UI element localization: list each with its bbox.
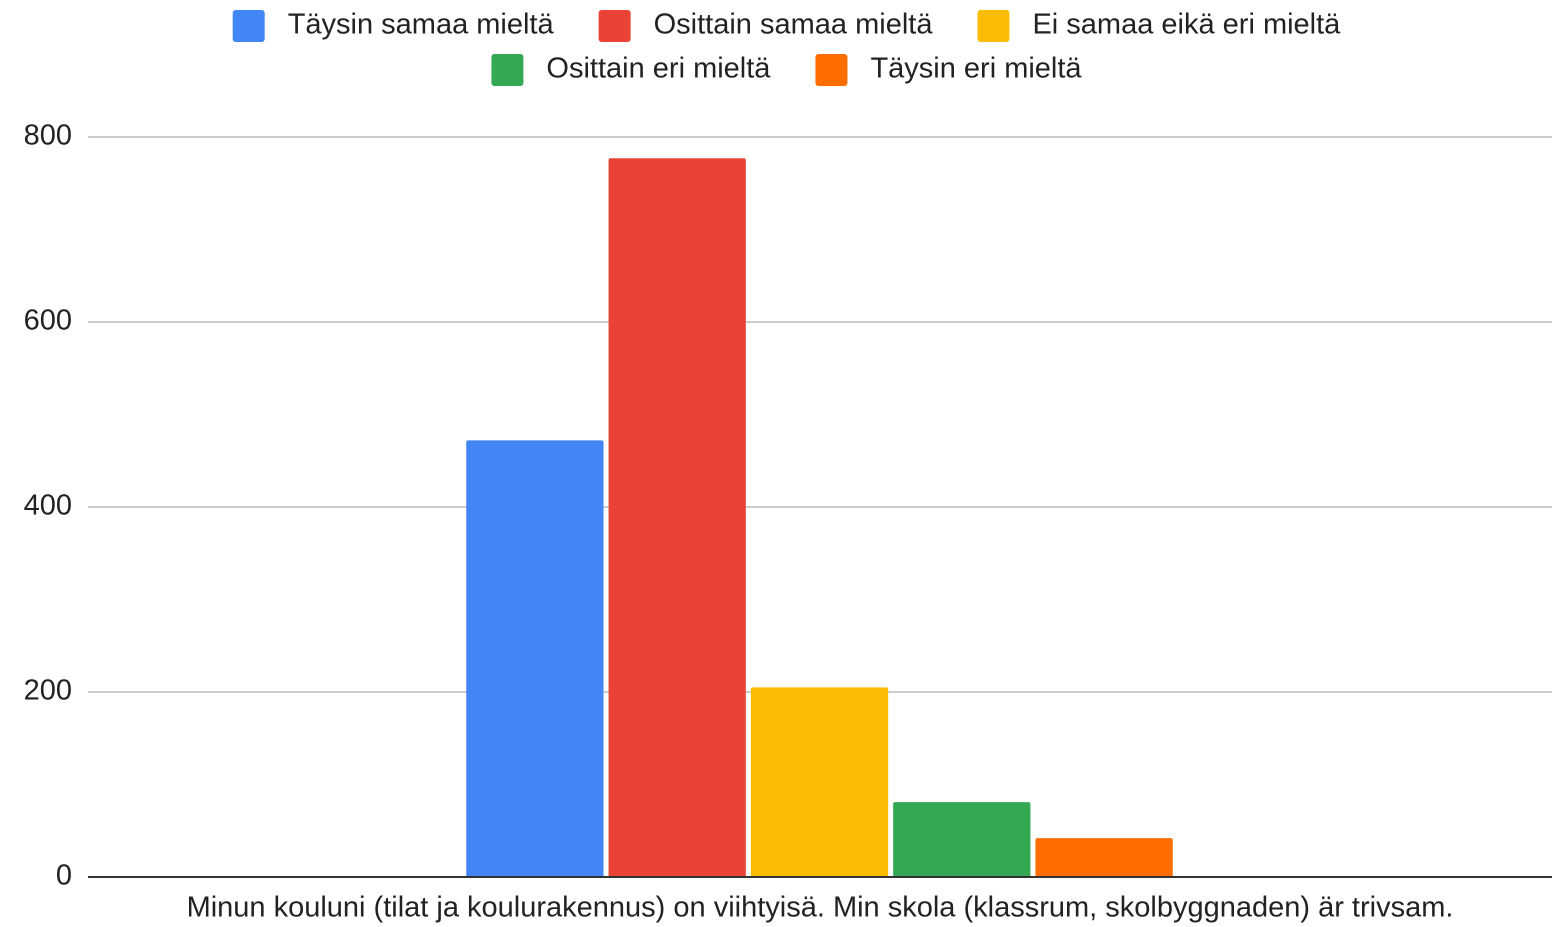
bar [466,440,604,877]
legend-label: Täysin eri mieltä [870,53,1082,85]
legend-label: Ei samaa eikä eri mieltä [1032,9,1341,41]
y-tick-label: 600 [24,305,72,337]
y-tick-label: 800 [24,120,72,152]
legend-label: Osittain samaa mieltä [654,9,934,41]
y-tick-label: 400 [24,490,72,522]
legend-swatch [977,10,1010,42]
legend-swatch [815,54,848,86]
legend-swatch [598,10,631,42]
legend-label: Osittain eri mieltä [546,53,771,85]
y-tick-label: 200 [24,675,72,707]
bar [893,802,1031,877]
legend-swatch [232,10,265,42]
y-tick-label: 0 [56,860,72,892]
legend-swatch [491,54,524,86]
bar [608,158,746,877]
bar [1035,838,1173,877]
bar [750,687,889,877]
legend-label: Täysin samaa mieltä [288,9,555,41]
x-tick-label: Minun kouluni (tilat ja koulurakennus) o… [187,892,1454,924]
